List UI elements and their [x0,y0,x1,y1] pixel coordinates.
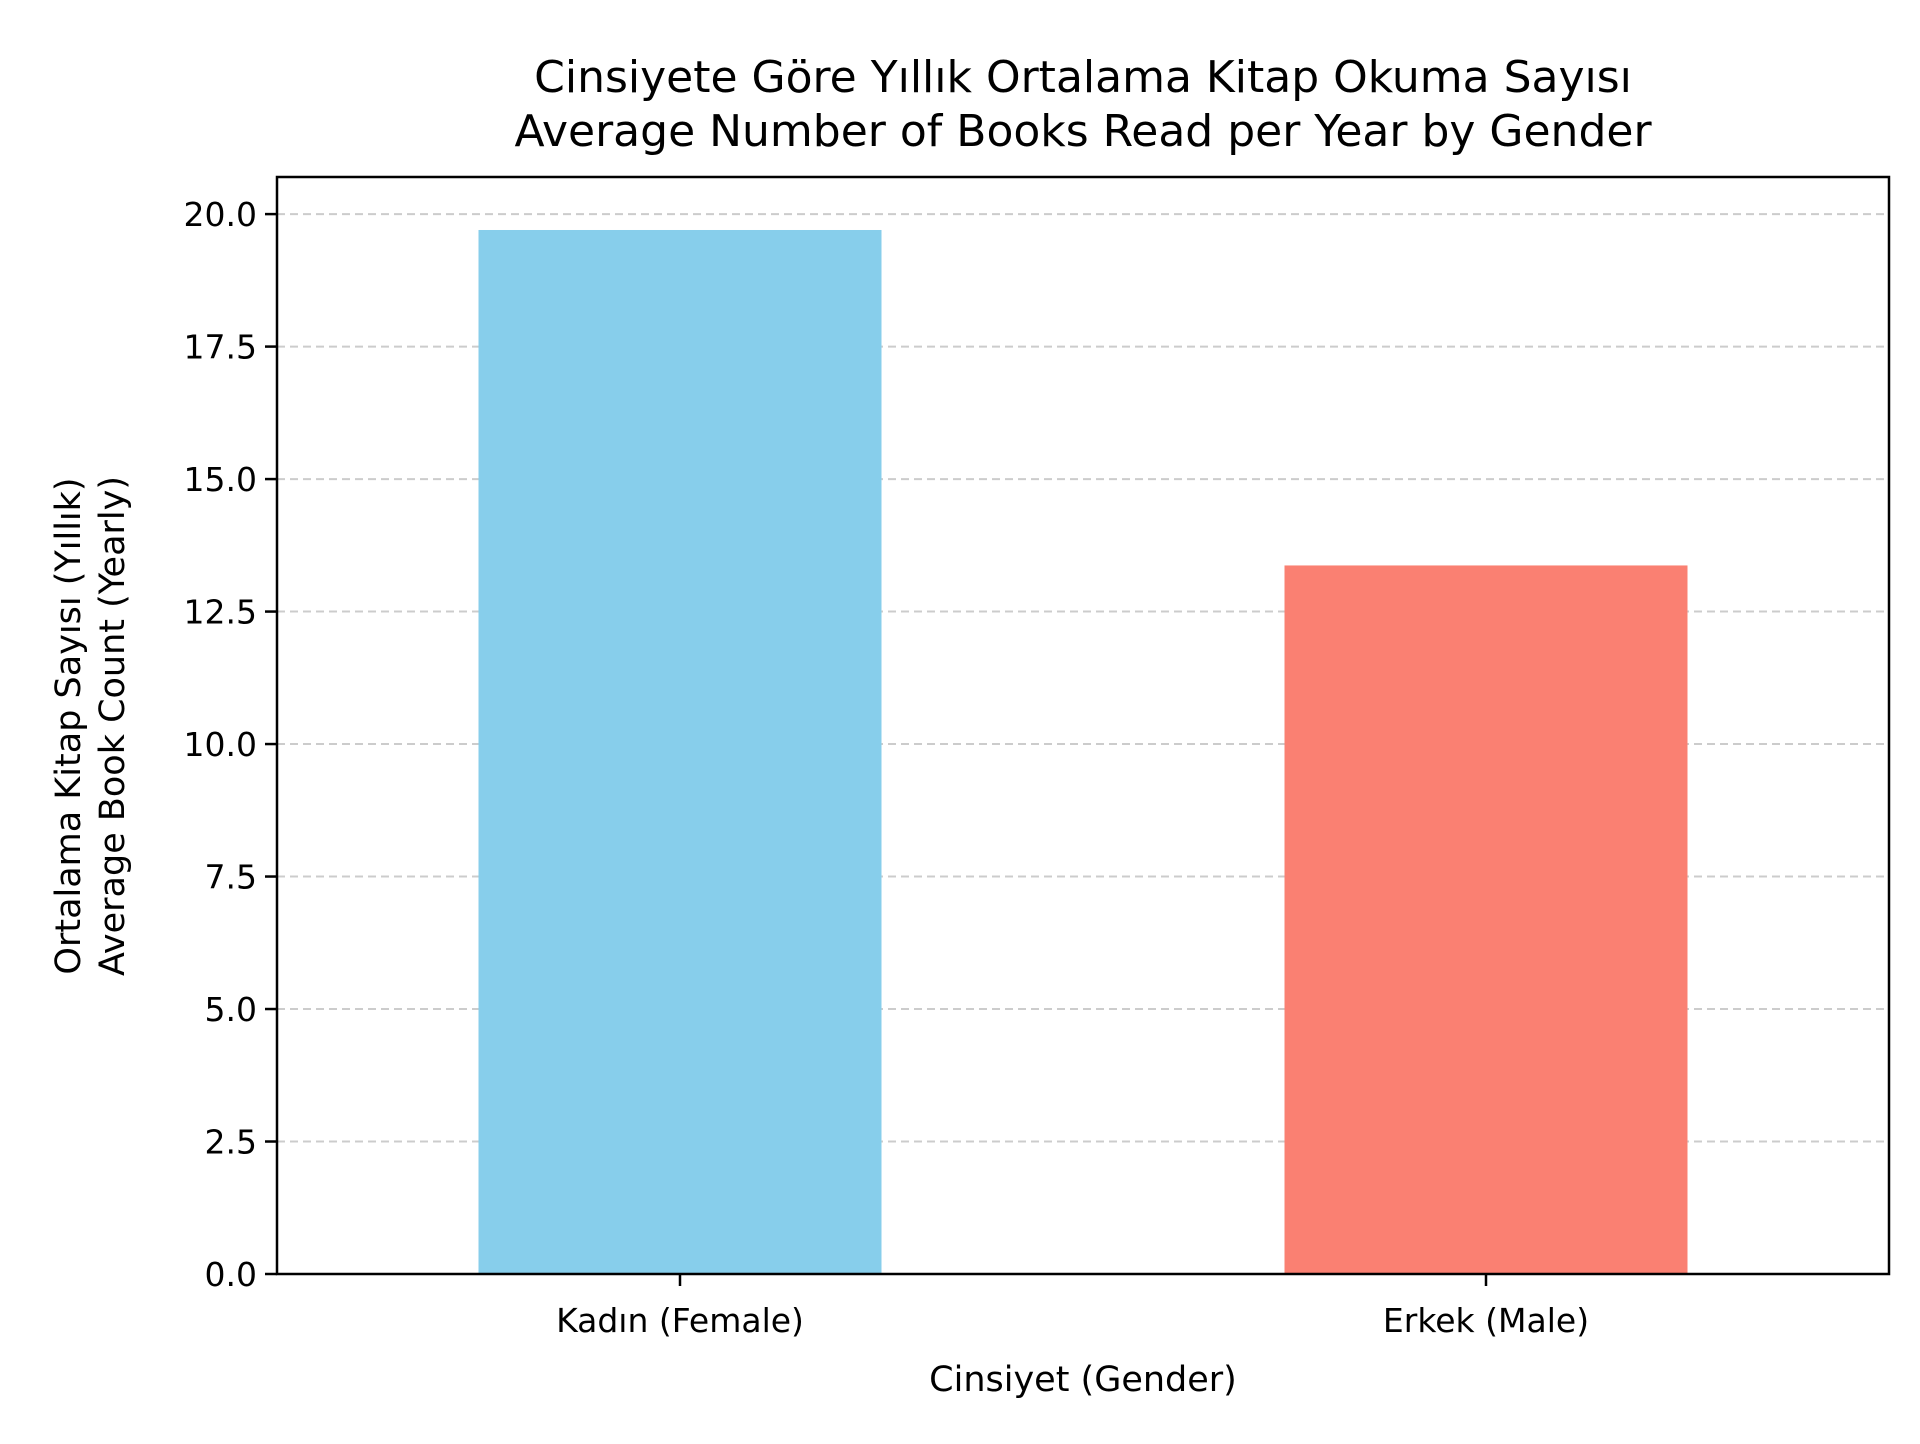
y-tick-label: 2.5 [205,1123,257,1162]
chart-title-line-1: Cinsiyete Göre Yıllık Ortalama Kitap Oku… [534,52,1632,103]
y-tick-label: 0.0 [205,1255,257,1294]
bars [478,229,1688,1275]
bar-male [1284,565,1688,1274]
y-axis-label-line-2: Average Book Count (Yearly) [93,476,133,976]
y-tick-label: 20.0 [184,195,257,234]
chart-title-line-2: Average Number of Books Read per Year by… [514,106,1652,157]
y-tick-label: 12.5 [184,593,257,632]
x-tick-label: Kadın (Female) [556,1301,804,1340]
y-tick-label: 15.0 [184,460,257,499]
y-tick-label: 5.0 [205,990,257,1029]
x-axis-ticks: Kadın (Female) Erkek (Male) [556,1274,1589,1340]
plot-frame [275,175,1891,1276]
bar-female [478,229,882,1275]
y-tick-label: 10.0 [184,725,257,764]
x-tick-label: Erkek (Male) [1383,1301,1589,1340]
y-axis-ticks: 0.0 2.5 5.0 7.5 10.0 12.5 15.0 17.5 20.0 [184,195,277,1294]
y-tick-label: 17.5 [184,328,257,367]
x-axis-label: Cinsiyet (Gender) [929,1360,1237,1400]
y-tick-label: 7.5 [205,858,257,897]
y-axis-label-line-1: Ortalama Kitap Sayısı (Yıllık) [49,477,89,974]
